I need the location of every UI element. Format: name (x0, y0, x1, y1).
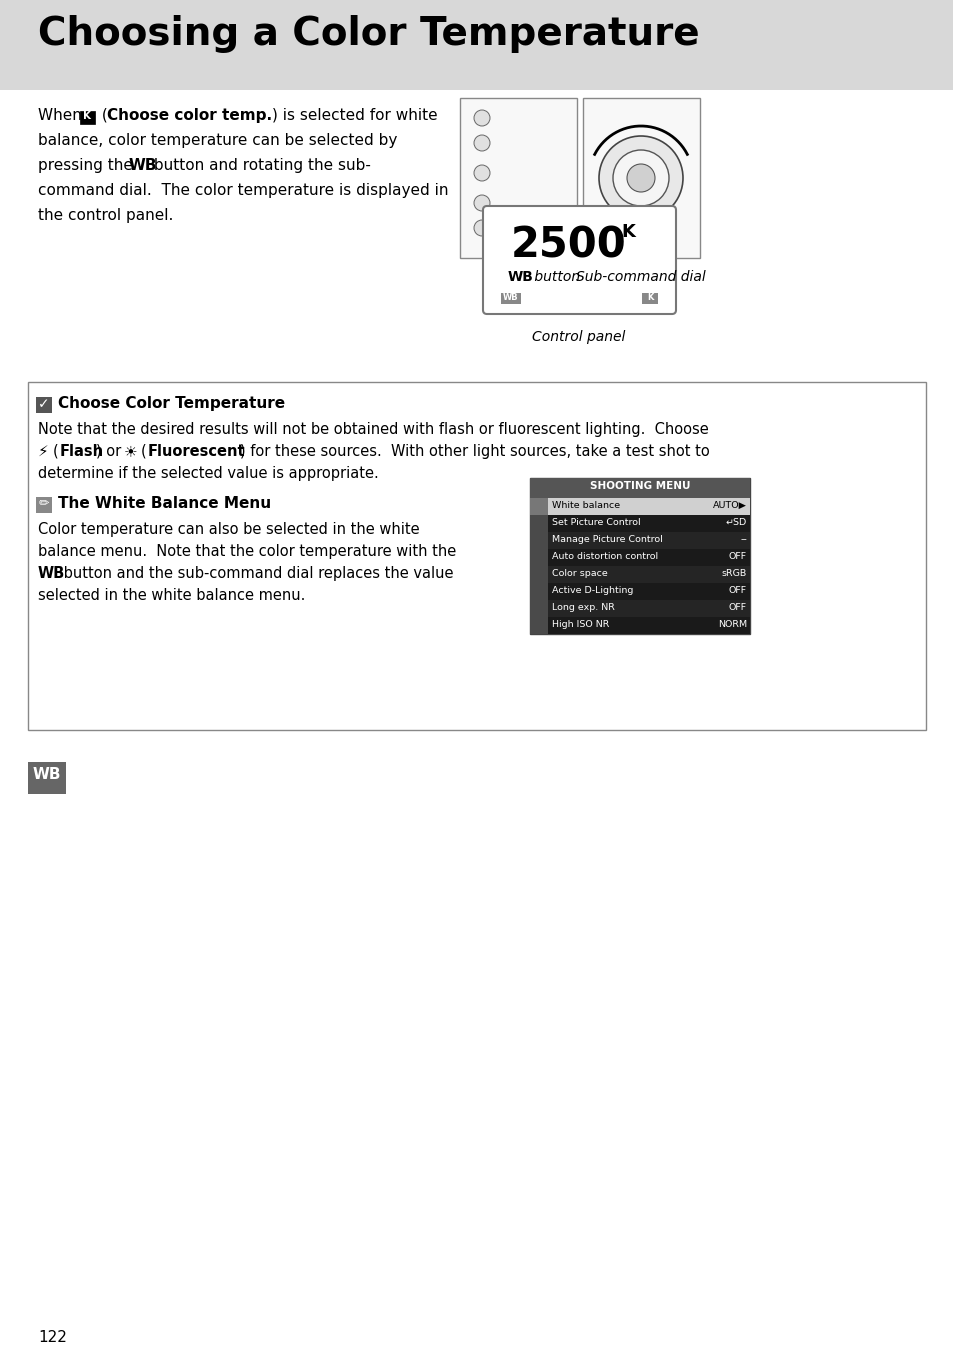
Bar (530, 617, 547, 634)
Circle shape (474, 110, 490, 126)
Text: --: -- (740, 535, 746, 544)
Text: OFF: OFF (728, 552, 746, 561)
Text: command dial.  The color temperature is displayed in: command dial. The color temperature is d… (38, 183, 448, 197)
Bar (547, 515, 749, 531)
Bar (459, 97, 577, 258)
Bar (547, 549, 749, 566)
Bar (500, 293, 520, 304)
Bar (547, 566, 749, 583)
Bar (80, 111, 95, 124)
Bar (530, 600, 547, 617)
Bar (36, 498, 52, 512)
Text: OFF: OFF (728, 603, 746, 612)
Text: Active D-Lighting: Active D-Lighting (552, 585, 633, 595)
Text: button and the sub-command dial replaces the value: button and the sub-command dial replaces… (59, 566, 453, 581)
FancyBboxPatch shape (482, 206, 676, 314)
Bar (530, 479, 749, 634)
Text: ☀: ☀ (124, 443, 137, 458)
Text: Flash: Flash (60, 443, 104, 458)
Circle shape (613, 150, 668, 206)
Bar (547, 498, 749, 515)
Text: pressing the: pressing the (38, 158, 137, 173)
Bar (28, 763, 66, 794)
Text: WB: WB (507, 270, 534, 284)
Text: ) for these sources.  With other light sources, take a test shot to: ) for these sources. With other light so… (240, 443, 709, 458)
Text: SHOOTING MENU: SHOOTING MENU (589, 481, 690, 491)
Text: WB: WB (502, 293, 518, 301)
Text: Fluorescent: Fluorescent (148, 443, 245, 458)
Text: High ISO NR: High ISO NR (552, 621, 609, 629)
Text: AUTO▶: AUTO▶ (713, 502, 746, 510)
Text: (: ( (141, 443, 147, 458)
Bar (28, 383, 925, 730)
Bar (582, 97, 700, 258)
Bar (547, 617, 749, 634)
Circle shape (474, 195, 490, 211)
Text: Auto distortion control: Auto distortion control (552, 552, 658, 561)
Text: ) or: ) or (96, 443, 126, 458)
Bar (530, 583, 547, 600)
Text: K: K (620, 223, 634, 241)
Text: 122: 122 (38, 1330, 67, 1345)
Text: Control panel: Control panel (532, 330, 625, 343)
Text: ⚡: ⚡ (38, 443, 49, 458)
Text: Long exp. NR: Long exp. NR (552, 603, 615, 612)
Text: button and rotating the sub-: button and rotating the sub- (149, 158, 371, 173)
Bar (530, 479, 749, 498)
Text: (: ( (53, 443, 59, 458)
Circle shape (474, 165, 490, 181)
Text: ) is selected for white: ) is selected for white (272, 108, 437, 123)
Bar (0, 0, 953, 91)
Text: The White Balance Menu: The White Balance Menu (58, 496, 271, 511)
Text: (: ( (97, 108, 108, 123)
Text: Choose Color Temperature: Choose Color Temperature (58, 396, 285, 411)
Text: Choose color temp.: Choose color temp. (107, 108, 272, 123)
Text: Sub-command dial: Sub-command dial (576, 270, 705, 284)
Bar (641, 293, 658, 304)
Text: NORM: NORM (717, 621, 746, 629)
Text: Color temperature can also be selected in the white: Color temperature can also be selected i… (38, 522, 419, 537)
Text: button: button (530, 270, 579, 284)
Text: the control panel.: the control panel. (38, 208, 173, 223)
Circle shape (626, 164, 655, 192)
Circle shape (474, 135, 490, 151)
Text: 2500: 2500 (511, 224, 626, 266)
Text: Color space: Color space (552, 569, 607, 579)
Circle shape (474, 220, 490, 237)
Bar (530, 531, 547, 549)
Text: Manage Picture Control: Manage Picture Control (552, 535, 662, 544)
Bar (530, 498, 547, 515)
Text: sRGB: sRGB (721, 569, 746, 579)
Text: Set Picture Control: Set Picture Control (552, 518, 640, 527)
Text: balance menu.  Note that the color temperature with the: balance menu. Note that the color temper… (38, 544, 456, 558)
Text: WB: WB (32, 767, 61, 781)
Bar (530, 515, 547, 531)
Text: K: K (646, 293, 653, 301)
Text: ✓: ✓ (38, 397, 50, 411)
Text: determine if the selected value is appropriate.: determine if the selected value is appro… (38, 466, 378, 481)
Bar (547, 583, 749, 600)
Circle shape (598, 137, 682, 220)
Text: WB: WB (129, 158, 157, 173)
Text: OFF: OFF (728, 585, 746, 595)
Text: K: K (83, 111, 91, 120)
Text: Note that the desired results will not be obtained with flash or fluorescent lig: Note that the desired results will not b… (38, 422, 708, 437)
Text: selected in the white balance menu.: selected in the white balance menu. (38, 588, 305, 603)
Text: When: When (38, 108, 87, 123)
Text: White balance: White balance (552, 502, 619, 510)
Text: WB: WB (38, 566, 65, 581)
Bar (530, 549, 547, 566)
Text: balance, color temperature can be selected by: balance, color temperature can be select… (38, 132, 397, 147)
Text: ↵SD: ↵SD (725, 518, 746, 527)
Bar (547, 600, 749, 617)
Text: ✏: ✏ (39, 498, 50, 510)
Bar (36, 397, 52, 412)
Bar (547, 531, 749, 549)
Bar (530, 566, 547, 583)
Text: Choosing a Color Temperature: Choosing a Color Temperature (38, 15, 699, 53)
